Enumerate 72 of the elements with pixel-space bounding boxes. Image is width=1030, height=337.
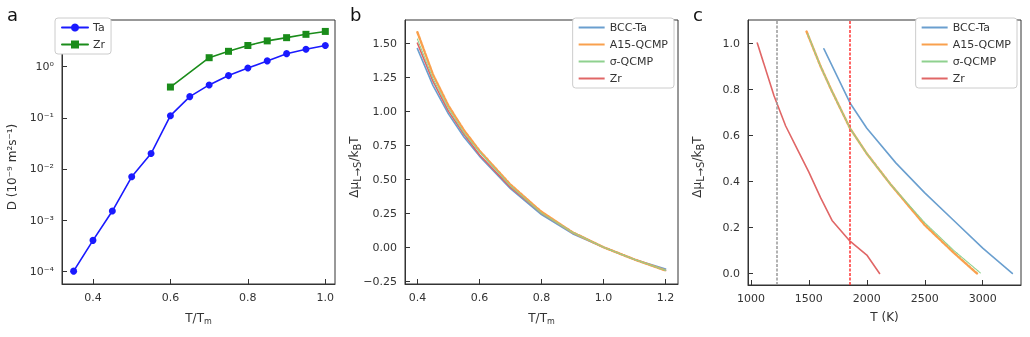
point <box>205 81 213 89</box>
x-tick-label: 1.0 <box>594 291 613 304</box>
x-tick-label: 0.8 <box>532 291 551 304</box>
y-axis-title: D (10⁻⁹ m²s⁻¹) <box>5 123 19 211</box>
y-tick-label: 0.00 <box>372 240 397 254</box>
y-tick-label: 0.2 <box>722 220 740 234</box>
y-tick-label: −0.25 <box>363 274 397 288</box>
point <box>263 37 271 45</box>
line-series <box>756 42 881 275</box>
point <box>70 267 78 275</box>
x-tick-label: 2000 <box>852 292 881 305</box>
y-tick-label: 1.50 <box>372 36 397 50</box>
line-series <box>823 48 1014 275</box>
y-tick-label: 1.0 <box>722 36 740 50</box>
y-tick-label: 10⁻¹ <box>29 111 54 125</box>
x-tick-label: 1500 <box>794 292 823 305</box>
legend-label: A15-QCMP <box>609 38 669 51</box>
point <box>108 207 116 215</box>
x-tick-label: 3000 <box>968 292 997 305</box>
point <box>147 150 155 158</box>
y-tick-label: 1.00 <box>372 104 397 118</box>
point <box>283 34 291 42</box>
y-tick-label: 0.75 <box>372 138 397 152</box>
legend-label: σ-QCMP <box>609 55 654 68</box>
point <box>283 50 291 58</box>
legend-label: Zr <box>93 38 106 51</box>
point <box>166 112 174 120</box>
chart-title: c <box>693 3 703 25</box>
point <box>225 72 233 80</box>
y-tick-label: 0.4 <box>722 174 740 188</box>
x-tick-label: 1.0 <box>316 291 335 304</box>
x-axis-title: T (K) <box>869 310 899 324</box>
y-tick-label: 10⁻³ <box>29 213 54 227</box>
x-tick-label: 1000 <box>736 292 765 305</box>
y-tick-label: 10⁻⁴ <box>29 264 55 278</box>
point <box>166 83 174 91</box>
point <box>302 30 310 38</box>
y-tick-label: 10⁻² <box>29 162 54 176</box>
legend-label: A15-QCMP <box>952 38 1012 51</box>
point <box>89 236 97 244</box>
y-tick-label: 0.8 <box>722 82 740 96</box>
y-tick-label: 10⁰ <box>35 60 55 74</box>
point <box>321 27 329 35</box>
legend-label: Zr <box>952 72 966 85</box>
x-tick-label: 1.2 <box>656 291 675 304</box>
legend-label: σ-QCMP <box>952 55 997 68</box>
x-tick-label: 0.6 <box>470 291 489 304</box>
x-tick-label: 2500 <box>910 292 939 305</box>
point <box>244 64 252 72</box>
point <box>302 45 310 53</box>
point <box>263 57 271 65</box>
y-tick-label: 0.0 <box>722 266 740 280</box>
x-tick-label: 0.6 <box>161 291 180 304</box>
legend-label: BCC-Ta <box>952 21 990 34</box>
legend-label: Zr <box>609 72 623 85</box>
x-tick-label: 0.4 <box>84 291 102 304</box>
point <box>244 41 252 49</box>
point <box>186 93 194 101</box>
point <box>128 173 136 181</box>
y-tick-label: 1.25 <box>372 70 397 84</box>
x-tick-label: 0.8 <box>239 291 257 304</box>
point <box>225 47 233 55</box>
chart-title: a <box>7 3 19 25</box>
y-tick-label: 0.50 <box>372 172 397 186</box>
x-tick-label: 0.4 <box>408 291 427 304</box>
point <box>321 42 329 49</box>
chart-title: b <box>350 3 362 25</box>
legend-label: BCC-Ta <box>609 21 647 34</box>
y-tick-label: 0.6 <box>722 128 740 142</box>
y-tick-label: 0.25 <box>372 206 397 220</box>
legend-label: Ta <box>92 21 105 34</box>
point <box>205 54 213 62</box>
